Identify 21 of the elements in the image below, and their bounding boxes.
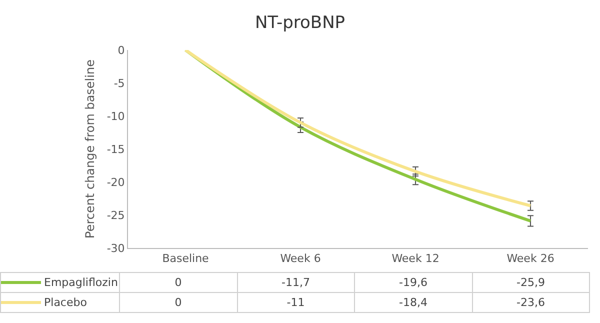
y-tick-label: -20: [106, 176, 125, 189]
y-tick-label: -30: [106, 242, 125, 255]
x-tick-label: Week 12: [392, 252, 440, 266]
data-label: -11,7: [237, 272, 354, 292]
data-label: -18,4: [354, 292, 472, 312]
data-label: -23,6: [472, 292, 590, 312]
chart-title: NT-proBNP: [254, 13, 346, 34]
x-tick-label: Week 26: [506, 252, 554, 266]
y-axis-title: Percent change from baseline: [83, 60, 97, 238]
x-tick-label: Baseline: [162, 252, 210, 266]
y-tick-label: -25: [106, 208, 125, 222]
data-label: -19,6: [354, 272, 472, 292]
y-tick-label: 0: [118, 44, 125, 57]
y-tick-label: -15: [106, 142, 125, 156]
data-label: -25,9: [472, 272, 590, 292]
y-tick-label: -5: [114, 76, 125, 90]
legend-label: Placebo: [44, 296, 87, 309]
x-tick-label: Week 6: [280, 252, 321, 266]
y-tick-label: -10: [106, 110, 125, 123]
legend-label: Empagliflozin: [44, 276, 118, 289]
data-label: -11: [237, 292, 354, 312]
